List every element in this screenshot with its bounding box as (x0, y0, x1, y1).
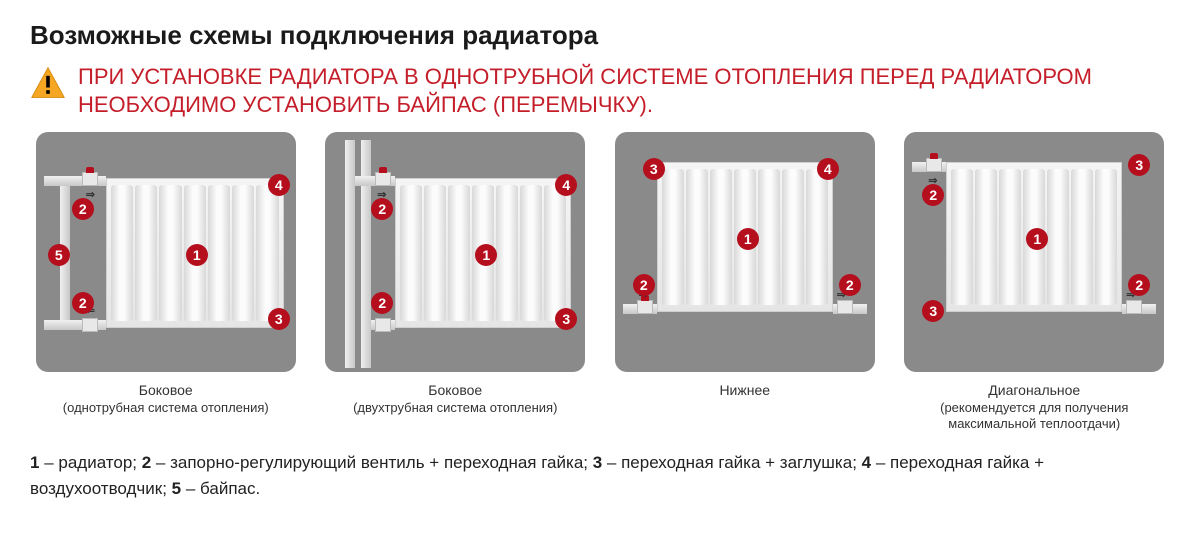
warning-text: ПРИ УСТАНОВКЕ РАДИАТОРА В ОДНОТРУБНОЙ СИ… (78, 63, 1170, 118)
valve (837, 300, 853, 314)
diagrams-row: ⇒⇐122345Боковое(однотрубная система отоп… (30, 132, 1170, 432)
legend-key-5: 5 (172, 479, 181, 498)
radiator-fin (758, 169, 780, 305)
diagram-column: ⇒⇒12234Нижнее (609, 132, 881, 432)
diagram-column: ⇒⇒12233Диагональное(рекомендуется для по… (899, 132, 1171, 432)
radiator-fin (1071, 169, 1093, 305)
legend-val-3: – переходная гайка + заглушка; (602, 453, 861, 472)
marker-badge: 2 (72, 198, 94, 220)
marker-badge: 3 (922, 300, 944, 322)
radiator-fin (782, 169, 804, 305)
marker-badge: 3 (1128, 154, 1150, 176)
radiator-fin (975, 169, 997, 305)
valve (926, 158, 942, 172)
legend-val-2: – запорно-регулирующий вентиль + переход… (151, 453, 593, 472)
marker-badge: 2 (371, 198, 393, 220)
caption-main: Нижнее (719, 382, 770, 398)
radiator-fin (806, 169, 828, 305)
legend-key-2: 2 (142, 453, 151, 472)
valve (637, 300, 653, 314)
scheme-panel: ⇒⇐122345 (36, 132, 296, 372)
valve (82, 172, 98, 186)
caption-main: Боковое (428, 382, 482, 398)
legend-key-3: 3 (593, 453, 602, 472)
radiator-fin (208, 185, 230, 321)
marker-badge: 2 (1128, 274, 1150, 296)
legend-key-4: 4 (862, 453, 871, 472)
radiator-fin (232, 185, 254, 321)
marker-badge: 1 (186, 244, 208, 266)
valve (375, 318, 391, 332)
marker-badge: 4 (268, 174, 290, 196)
caption-main: Диагональное (988, 382, 1080, 398)
scheme-caption: Диагональное (рекомендуется для получения… (899, 382, 1171, 432)
legend: 1 – радиатор; 2 – запорно-регулирующий в… (30, 450, 1170, 501)
marker-badge: 4 (555, 174, 577, 196)
pipe (345, 140, 355, 368)
scheme-panel: ⇒⇒12234 (615, 132, 875, 372)
page-title: Возможные схемы подключения радиатора (30, 20, 1170, 51)
diagram-column: ⇒⇐122345Боковое(однотрубная система отоп… (30, 132, 302, 432)
marker-badge: 2 (371, 292, 393, 314)
warning-triangle-icon (30, 65, 66, 101)
radiator-fin (496, 185, 518, 321)
radiator-fin (544, 185, 566, 321)
scheme-caption: Боковое (однотрубная система отопления) (63, 382, 269, 416)
caption-sub: (однотрубная система отопления) (63, 400, 269, 416)
radiator-fin (256, 185, 278, 321)
radiator-fin (135, 185, 157, 321)
caption-sub: (двухтрубная система отопления) (353, 400, 557, 416)
marker-badge: 2 (633, 274, 655, 296)
radiator-fin (686, 169, 708, 305)
valve (82, 318, 98, 332)
marker-badge: 4 (817, 158, 839, 180)
marker-badge: 2 (72, 292, 94, 314)
valve (375, 172, 391, 186)
marker-badge: 5 (48, 244, 70, 266)
scheme-caption: Боковое (двухтрубная система отопления) (353, 382, 557, 416)
marker-badge: 2 (922, 184, 944, 206)
warning-row: ПРИ УСТАНОВКЕ РАДИАТОРА В ОДНОТРУБНОЙ СИ… (30, 63, 1170, 118)
scheme-caption: Нижнее (719, 382, 770, 400)
radiator-fin (710, 169, 732, 305)
legend-val-5: – байпас. (181, 479, 260, 498)
diagram-column: ⇒⇐12234Боковое(двухтрубная система отопл… (320, 132, 592, 432)
valve (1126, 300, 1142, 314)
radiator-fin (951, 169, 973, 305)
scheme-panel: ⇒⇒12233 (904, 132, 1164, 372)
radiator-fin (400, 185, 422, 321)
radiator-fin (448, 185, 470, 321)
marker-badge: 3 (268, 308, 290, 330)
radiator-fin (999, 169, 1021, 305)
radiator-fin (1095, 169, 1117, 305)
radiator-fin (520, 185, 542, 321)
marker-badge: 1 (737, 228, 759, 250)
radiator-fin (424, 185, 446, 321)
scheme-panel: ⇒⇐12234 (325, 132, 585, 372)
legend-val-1: – радиатор; (39, 453, 141, 472)
radiator-fin (111, 185, 133, 321)
marker-badge: 3 (643, 158, 665, 180)
radiator-fin (1047, 169, 1069, 305)
radiator-fin (159, 185, 181, 321)
caption-sub: (рекомендуется для получения максимально… (899, 400, 1171, 433)
marker-badge: 2 (839, 274, 861, 296)
radiator-fin (662, 169, 684, 305)
marker-badge: 3 (555, 308, 577, 330)
caption-main: Боковое (139, 382, 193, 398)
pipe (361, 140, 371, 368)
